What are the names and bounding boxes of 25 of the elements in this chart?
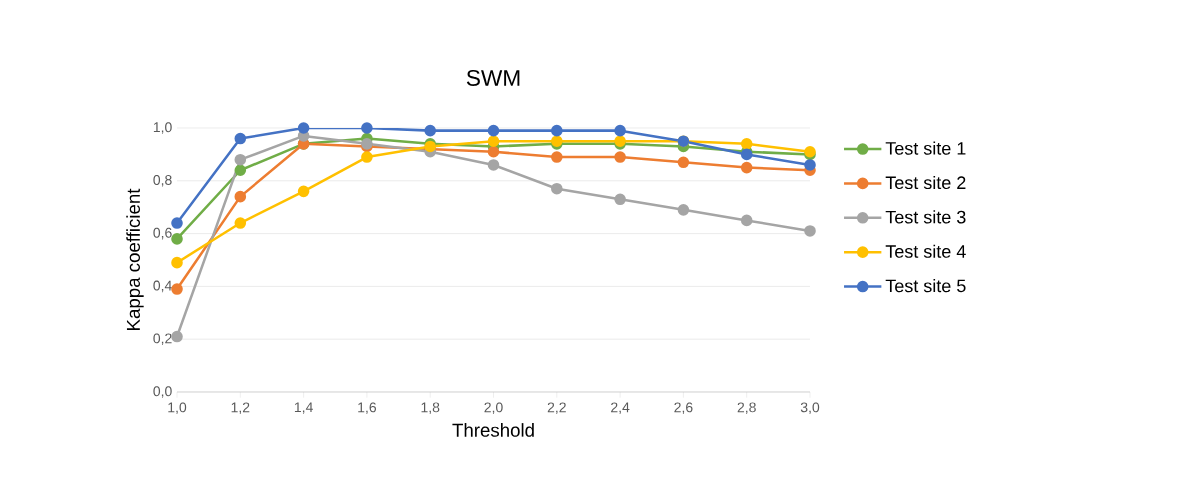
- x-axis-title: Threshold: [452, 423, 534, 437]
- legend-label: Test site 5: [885, 279, 966, 293]
- y-axis-title: Kappa coefficient: [126, 188, 144, 330]
- x-tick-label: 1,2: [231, 402, 250, 414]
- x-tick-label: 2,8: [737, 402, 756, 414]
- x-tick-label: 1,8: [421, 402, 440, 414]
- x-tick-label: 2,4: [611, 402, 630, 414]
- legend-label: Test site 4: [885, 244, 966, 258]
- y-tick-label: 1,0: [153, 122, 172, 134]
- y-tick-label: 0,4: [153, 280, 172, 293]
- y-tick-label: 0,8: [153, 175, 172, 187]
- legend-label: Test site 1: [885, 141, 966, 155]
- x-tick-label: 2,0: [484, 402, 503, 414]
- y-tick-label: 0,2: [153, 333, 172, 345]
- x-tick-label: 2,6: [674, 402, 693, 414]
- x-tick-label: 1,6: [358, 402, 377, 414]
- legend-label: Test site 3: [885, 210, 966, 224]
- x-tick-label: 1,4: [294, 402, 313, 414]
- legend-label: Test site 2: [885, 175, 966, 190]
- y-tick-label: 0,6: [153, 227, 172, 240]
- chart-title: SWM: [466, 69, 520, 86]
- y-tick-label: 0,0: [153, 386, 172, 398]
- x-tick-label: 3,0: [800, 402, 820, 414]
- x-tick-label: 2,2: [547, 402, 566, 414]
- x-tick-label: 1,0: [168, 402, 187, 414]
